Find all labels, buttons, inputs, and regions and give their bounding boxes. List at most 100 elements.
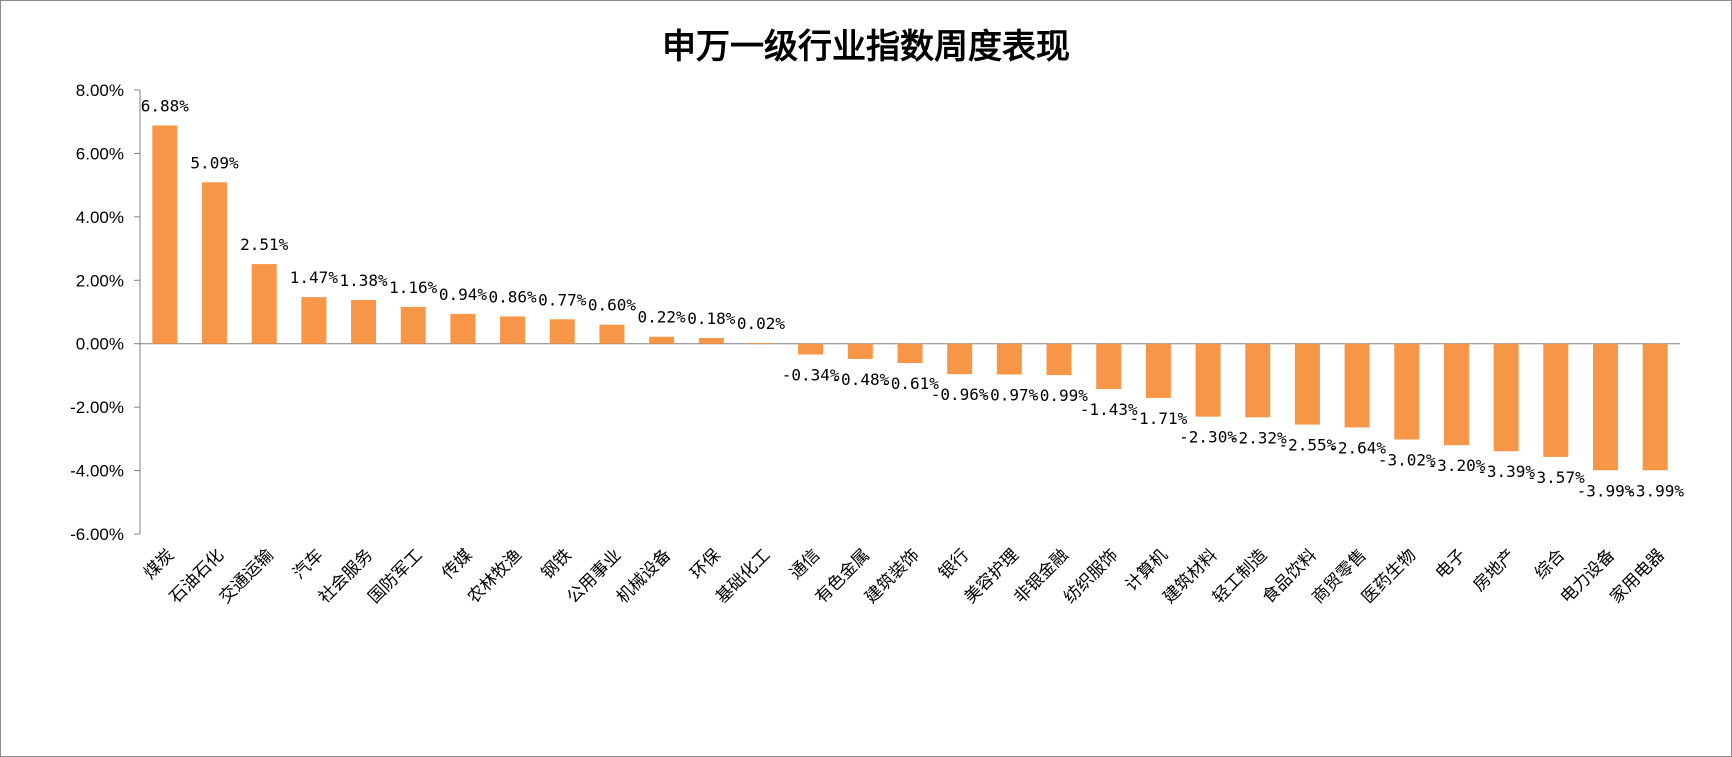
data-label: 0.77% [538,290,587,309]
category-label: 建筑装饰 [861,545,923,607]
category-label: 煤炭 [140,545,178,583]
y-tick-label: 6.00% [76,144,124,163]
bar [996,343,1022,375]
data-label: -2.30% [1179,428,1237,447]
bar [1443,343,1469,446]
category-label: 医药生物 [1358,545,1420,607]
bar [1344,343,1370,428]
bar [152,125,178,344]
bar [251,264,277,344]
data-label: -1.43% [1080,400,1138,419]
data-label: -2.64% [1328,438,1386,457]
category-label: 农林牧渔 [464,545,526,607]
data-label: 6.88% [141,97,190,116]
data-label: 0.22% [638,308,687,327]
data-label: -0.97% [980,385,1038,404]
y-tick-label: -2.00% [70,398,124,417]
bar [947,343,973,375]
data-label: 5.09% [190,153,239,172]
bar [1096,343,1122,390]
data-label: -3.99% [1577,481,1635,500]
data-label: -2.55% [1279,436,1337,455]
category-label: 电力设备 [1557,545,1619,607]
category-label: 商贸零售 [1308,545,1370,607]
category-label: 电子 [1432,545,1470,583]
bar [798,343,824,355]
category-label: 钢铁 [538,545,576,583]
bar [1145,343,1171,398]
bar [549,319,575,344]
data-label: 2.51% [240,235,289,254]
data-label: -0.99% [1030,386,1088,405]
data-labels: 6.88% 5.09% 2.51%1.47% 1.38% 1.16% 0.94% 0.86%… [141,97,1685,501]
bar [301,297,327,344]
category-label: 交通运输 [216,545,278,607]
category-label: 基础化工 [712,545,774,607]
bar [1394,343,1420,440]
category-label: 汽车 [289,545,327,583]
data-label: 1.38% [339,271,388,290]
data-label: -0.96% [931,385,989,404]
bar [1642,343,1668,471]
data-label: 0.60% [588,296,637,315]
data-label: -2.32% [1229,428,1287,447]
data-label: -3.02% [1378,450,1436,469]
category-label: 公用事业 [563,545,625,607]
category-label: 非银金融 [1010,545,1072,607]
bar [698,338,724,344]
y-tick-label: 4.00% [76,208,124,227]
category-label: 石油石化 [166,545,228,607]
data-label: -3.99% [1626,481,1684,500]
category-label: 纺织服饰 [1060,545,1122,607]
category-label: 传媒 [438,545,476,583]
bars [152,125,1668,471]
data-label: 0.94% [439,285,488,304]
bar [400,306,426,344]
data-label: -0.61% [881,374,939,393]
bar [500,316,526,344]
bar [1195,343,1221,417]
category-label: 轻工制造 [1209,545,1271,607]
category-label: 国防军工 [365,545,427,607]
data-label: 0.02% [737,314,786,333]
bar [748,343,774,345]
category-label: 家用电器 [1606,545,1668,607]
data-label: 1.47% [290,268,339,287]
category-label: 建筑材料 [1159,545,1221,607]
bar [1294,343,1320,425]
data-label: -3.39% [1477,462,1535,481]
category-label: 环保 [687,545,725,583]
category-label: 机械设备 [613,545,675,607]
bar [1543,343,1569,457]
bar [1245,343,1271,418]
data-label: 1.16% [389,278,438,297]
bar [649,336,675,344]
chart-title: 申万一级行业指数周度表现 [662,27,1070,67]
category-label: 社会服务 [315,545,377,607]
data-label: -1.71% [1129,409,1187,428]
category-label: 美容护理 [961,545,1023,607]
bar [847,343,873,359]
bar [1493,343,1519,452]
category-label: 食品饮料 [1259,545,1321,607]
bar [897,343,923,364]
category-label: 房地产 [1469,545,1519,595]
bar [450,313,476,344]
data-label: -3.57% [1527,468,1585,487]
data-label: -0.48% [831,370,889,389]
category-label: 有色金属 [812,545,874,607]
category-label: 银行 [935,545,973,583]
bar [202,182,228,344]
y-tick-label: 0.00% [76,335,124,354]
bar [1046,343,1072,376]
data-label: -3.20% [1428,456,1486,475]
data-label: 0.18% [687,309,736,328]
bar [1592,343,1618,471]
bar [599,324,625,344]
bar [351,299,377,344]
y-tick-label: 2.00% [76,271,124,290]
y-tick-label: 8.00% [76,81,124,100]
data-label: -0.34% [782,365,840,384]
